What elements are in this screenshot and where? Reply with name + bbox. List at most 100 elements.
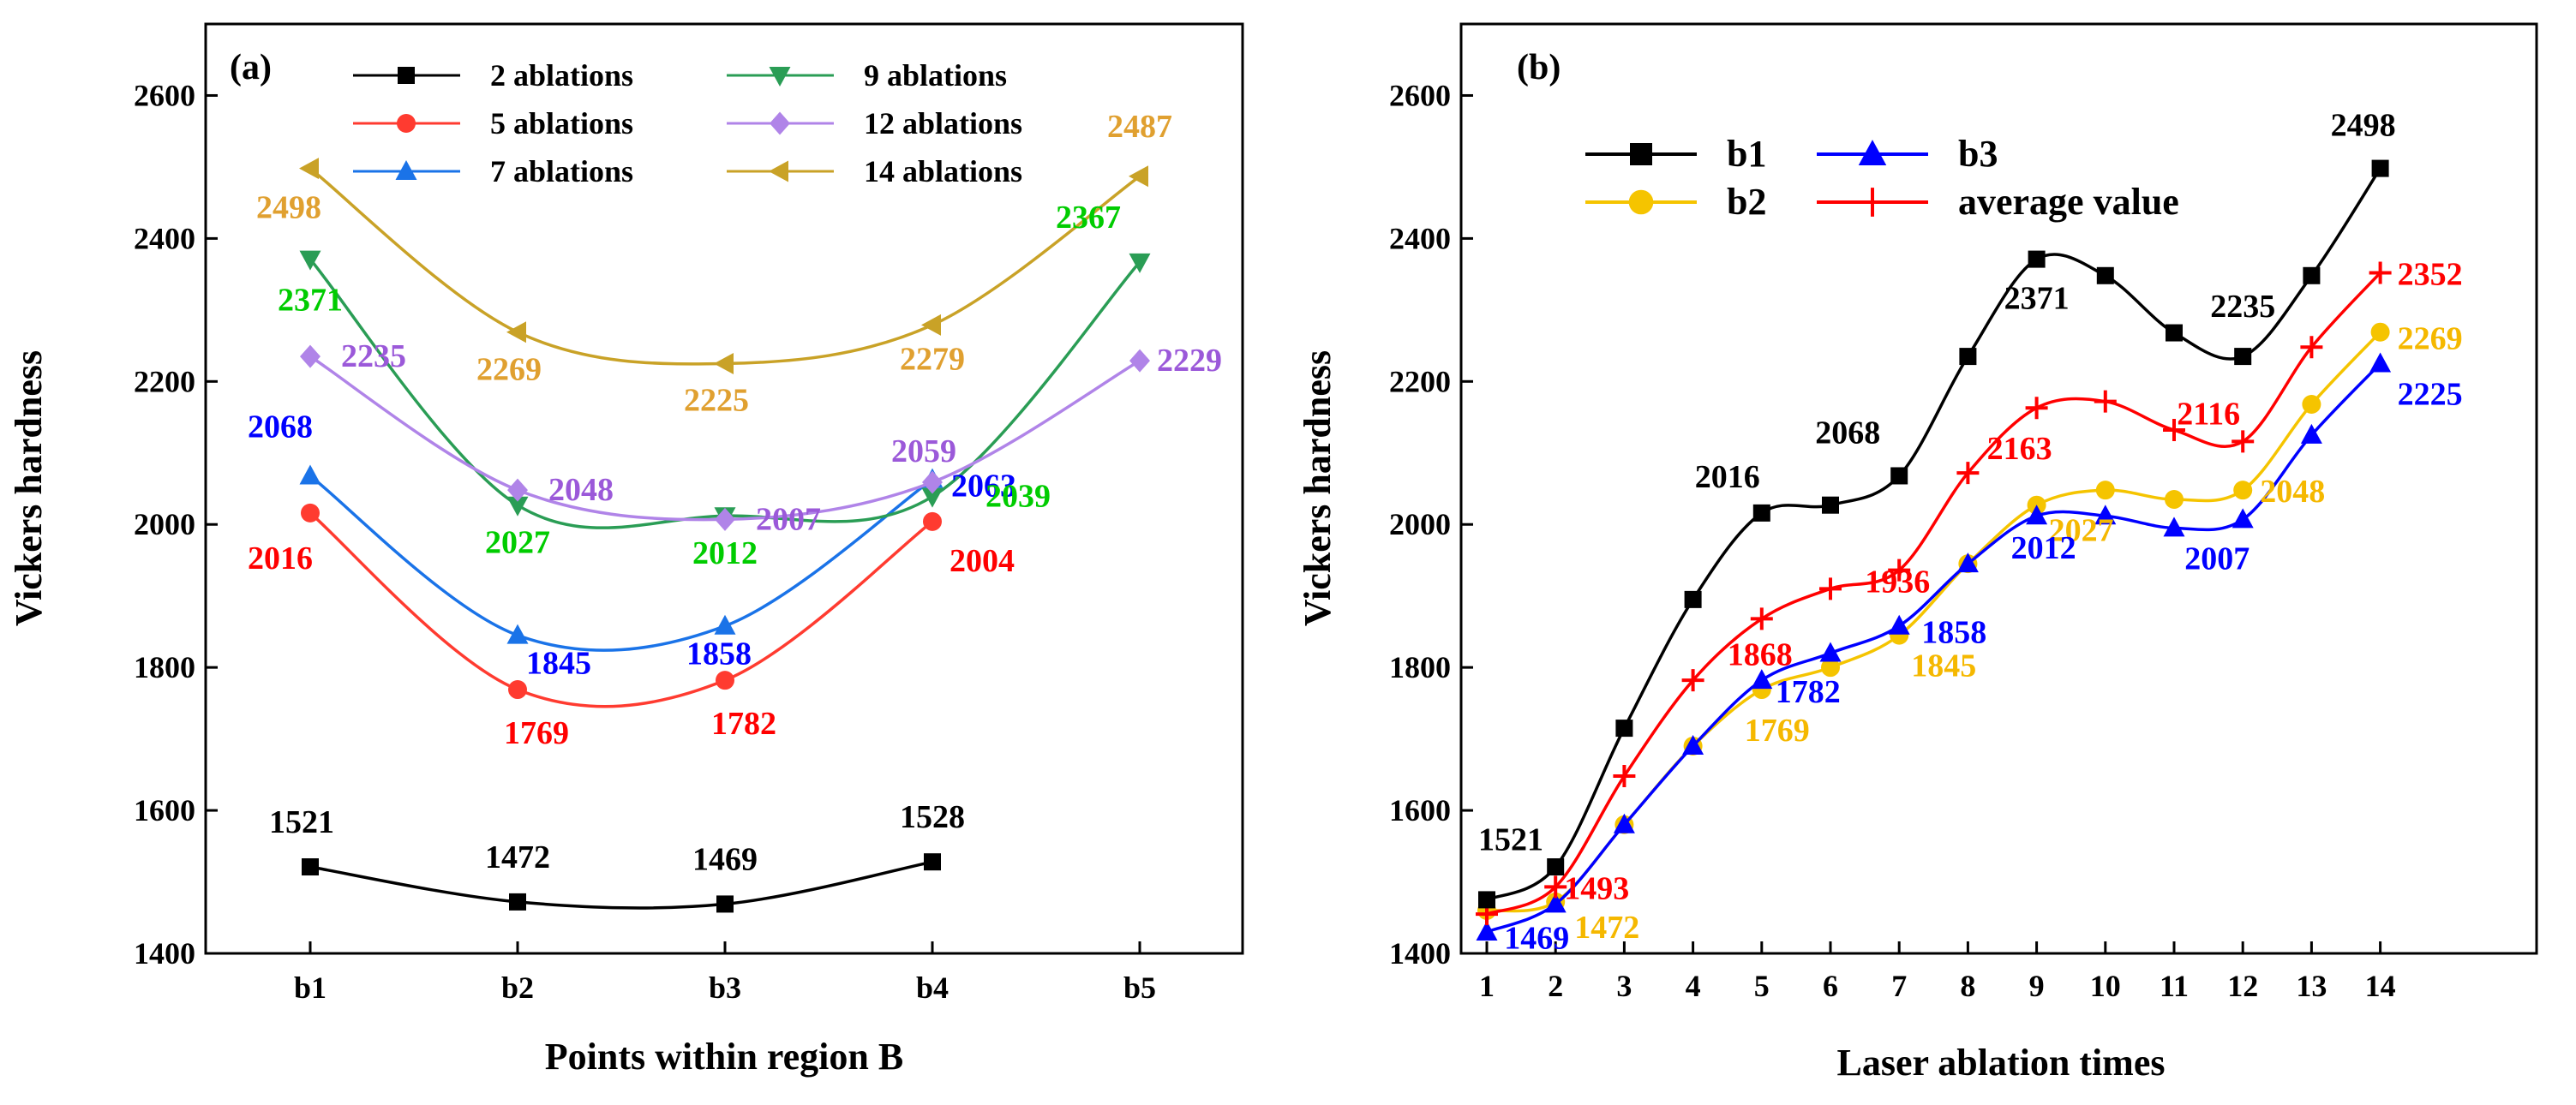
chart-a-legend-marker	[769, 160, 788, 182]
chart-a-legend-label: 14 ablations	[864, 154, 1022, 188]
chart-b-data-label: 2012	[2011, 530, 2076, 566]
chart-b-ytick-label: 2600	[1389, 78, 1451, 112]
chart-a-data-label: 2371	[278, 283, 343, 319]
chart-a-data-label: 2004	[950, 543, 1015, 579]
chart-b-ytick-label: 1800	[1389, 650, 1451, 684]
chart-b-data-label: 2048	[2260, 474, 2325, 510]
chart-b-legend-marker	[1628, 189, 1654, 215]
chart-a-data-label: 2279	[900, 341, 965, 377]
chart-a-point	[716, 671, 734, 690]
chart-b-point	[2094, 505, 2117, 525]
chart-a-point	[715, 507, 735, 531]
chart-b-point	[2234, 348, 2252, 366]
chart-a-legend-marker	[769, 67, 791, 87]
chart-b-data-label: 1845	[1911, 648, 1976, 684]
chart-a-data-label: 2068	[248, 409, 313, 445]
chart-b-xtick-label: 11	[2160, 969, 2189, 1003]
chart-b-legend-label: average value	[1958, 181, 2179, 223]
chart-b-data-label: 2225	[2398, 376, 2463, 412]
chart-a-panel-label: (a)	[230, 48, 272, 87]
chart-b-xtick-label: 5	[1754, 969, 1770, 1003]
chart-a-point	[509, 893, 526, 911]
chart-b-point	[2028, 250, 2046, 268]
chart-b-point	[2026, 505, 2048, 525]
chart-b-point	[2232, 430, 2255, 453]
chart-a-data-label: 2235	[341, 338, 406, 374]
chart-a-series-line	[309, 511, 934, 708]
chart-b-point	[1476, 920, 1498, 941]
chart-a-data-label: 1845	[526, 646, 591, 682]
chart-b-xtick-label: 4	[1686, 969, 1701, 1003]
chart-b-point	[1751, 669, 1773, 690]
chart-a-point	[508, 680, 527, 700]
chart-a-data-label: 2059	[891, 433, 956, 469]
chart-b-data-label: 2269	[2398, 321, 2463, 357]
chart-b-point	[1956, 462, 1980, 485]
chart-a-ytick-label: 1600	[134, 793, 195, 827]
chart-b-data-label: 1472	[1574, 910, 1639, 946]
chart-b-data-label: 2498	[2331, 108, 2396, 144]
chart-a-legend-marker	[397, 114, 416, 133]
chart-b-point	[1682, 734, 1704, 755]
chart-b-series-line	[1486, 167, 2382, 902]
chart-b-xtick-label: 10	[2090, 969, 2121, 1003]
chart-a-point	[921, 487, 944, 508]
chart-b-point	[1752, 504, 1770, 522]
chart-b-xtick-label: 13	[2296, 969, 2327, 1003]
chart-b-point	[1888, 614, 1910, 635]
chart-a-data-label: 2498	[256, 190, 321, 226]
chart-a-point	[299, 250, 321, 271]
chart-a-point	[507, 478, 528, 502]
chart-a-data-label: 1472	[485, 839, 550, 875]
chart-b-panel-label: (b)	[1517, 48, 1561, 87]
chart-a-point	[1129, 165, 1148, 188]
chart-a-xtick-label: b5	[1123, 971, 1156, 1005]
chart-a-data-label: 2063	[951, 469, 1016, 505]
chart-a-data-label: 1528	[900, 799, 965, 835]
chart-a-point	[299, 158, 319, 180]
chart-a-xtick-label: b2	[501, 971, 534, 1005]
chart-b-data-label: 2007	[2184, 541, 2250, 576]
chart-b-point	[1681, 669, 1704, 692]
chart-b-point	[2165, 490, 2184, 510]
chart-a-data-label: 1521	[269, 804, 334, 840]
chart-b-ytick-label: 1400	[1389, 936, 1451, 971]
chart-a-point	[506, 496, 529, 517]
chart-a-ytick-label: 2600	[134, 78, 195, 112]
chart-a-point	[923, 511, 942, 531]
chart-a-point	[302, 858, 319, 876]
chart-b-legend-label: b1	[1727, 133, 1766, 175]
chart-b-point	[2302, 395, 2321, 415]
chart-b-point	[2095, 481, 2115, 500]
chart-b-point	[2369, 352, 2392, 373]
chart-b-data-label: 1469	[1504, 920, 1569, 956]
chart-b-point	[1822, 496, 1839, 514]
chart-a-xtick-label: b4	[916, 971, 949, 1005]
chart-b-point	[1684, 590, 1702, 608]
chart-b-point	[2369, 261, 2392, 284]
chart-a-point	[921, 314, 941, 336]
chart-a-data-label: 1782	[711, 706, 776, 742]
chart-a-data-label: 1858	[686, 636, 752, 672]
chart-b-ytick-label: 2000	[1389, 507, 1451, 541]
chart-a: (a) 1400 1600 1800 2000 2200 2400 2600 b1 b2 b3 b…	[8, 22, 1244, 1078]
chart-b-data-label: 2352	[2398, 256, 2463, 292]
chart-a-data-label: 2269	[476, 352, 542, 388]
chart-a-point	[924, 853, 941, 871]
chart-a-point	[922, 470, 943, 494]
chart-a-point	[716, 895, 734, 913]
chart-b-point	[1821, 658, 1840, 678]
chart-b-point	[2300, 423, 2322, 444]
chart-b-ylabel: Vickers hardness	[1297, 350, 1339, 626]
chart-b-data-label: 1936	[1865, 564, 1930, 600]
chart-b-frame	[1459, 22, 2538, 955]
chart-a-legend-label: 2 ablations	[490, 58, 633, 93]
chart-b-xtick-label: 3	[1616, 969, 1632, 1003]
chart-a-legend-label: 9 ablations	[864, 58, 1007, 93]
chart-b-point	[1544, 893, 1567, 913]
chart-a-legend-label: 7 ablations	[490, 154, 633, 188]
chart-b-data-label: 2027	[2049, 513, 2114, 549]
chart-a-point	[506, 321, 526, 343]
